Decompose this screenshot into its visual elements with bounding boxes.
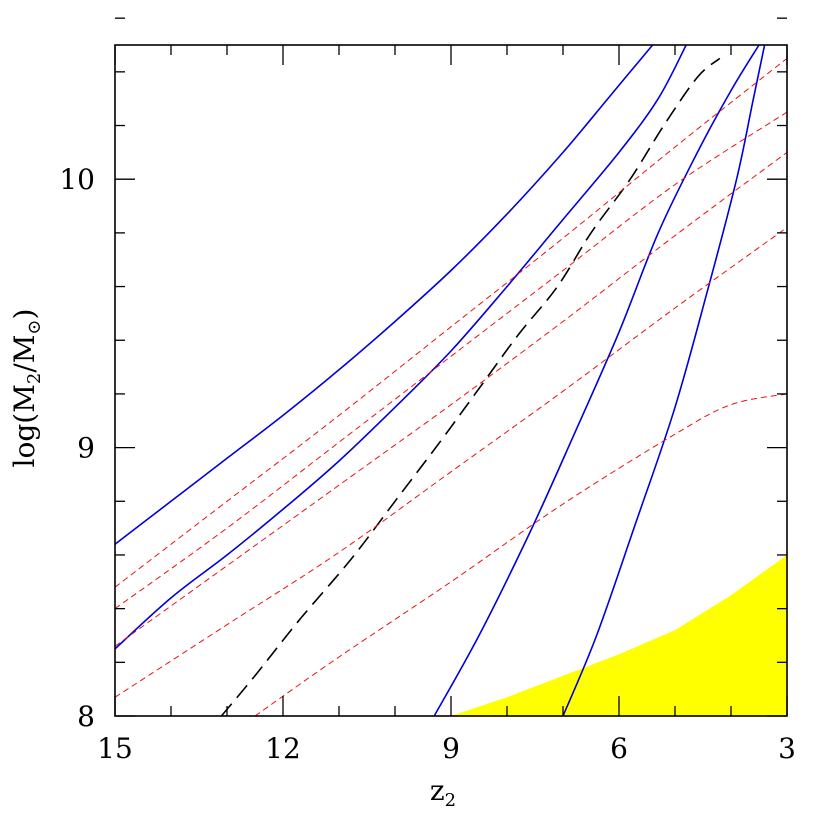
series-line-5 — [220, 57, 721, 717]
series-line-3 — [433, 44, 760, 717]
series-line-7 — [114, 111, 788, 610]
y-axis-title-sub2: ⊙ — [24, 319, 45, 334]
y-axis-title-suffix: ) — [8, 309, 41, 320]
x-axis-title-sub: 2 — [445, 790, 456, 811]
x-tick-label: 9 — [442, 732, 460, 765]
plot-frame — [114, 44, 788, 717]
x-tick-label: 6 — [610, 732, 628, 765]
series-layer — [114, 44, 788, 717]
y-tick-label: 9 — [77, 432, 95, 465]
tick-layer — [114, 17, 788, 717]
series-line-10 — [254, 393, 788, 717]
x-axis-title-main: z — [430, 774, 445, 807]
y-axis-title-sub1: 2 — [24, 373, 45, 384]
series-line-9 — [114, 227, 788, 698]
y-axis-title-mid: /M — [8, 335, 41, 373]
series-line-2 — [114, 44, 687, 650]
series-line-6 — [114, 58, 788, 588]
y-axis-title: log(M2/M⊙) — [8, 309, 45, 468]
x-tick-label: 12 — [265, 732, 301, 765]
series-line-4 — [562, 44, 766, 717]
shaded-region — [451, 555, 787, 716]
x-tick-label: 3 — [778, 732, 796, 765]
tick-label-layer: 15 12 9 6 3 8 9 10 — [59, 163, 796, 765]
y-axis-title-prefix: log(M — [8, 384, 41, 467]
series-line-1 — [114, 44, 654, 545]
x-axis-title: z2 — [430, 774, 456, 811]
y-tick-label: 10 — [59, 163, 95, 196]
x-tick-label: 15 — [97, 732, 133, 765]
shaded-region-layer — [451, 555, 787, 716]
y-tick-label: 8 — [77, 700, 95, 733]
series-line-8 — [114, 151, 788, 647]
